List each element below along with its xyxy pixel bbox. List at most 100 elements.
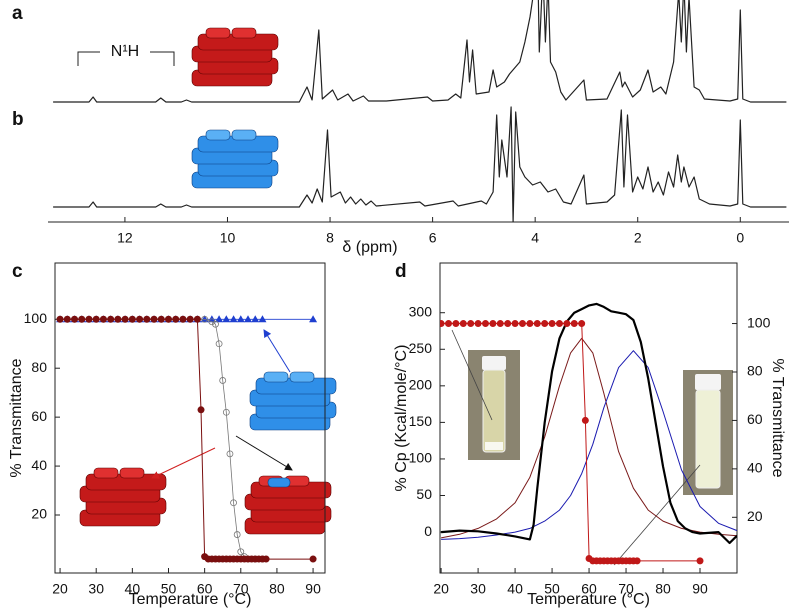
arrow (263, 329, 291, 373)
marker (258, 315, 267, 323)
marker (467, 320, 475, 328)
pointer (451, 329, 493, 421)
marker (452, 320, 460, 328)
y2-axis-title: % Transmittance (769, 358, 786, 477)
y-tick-label: 50 (416, 486, 432, 502)
marker (309, 555, 317, 563)
y-tick-label: 80 (31, 359, 47, 375)
series-line (53, 0, 787, 103)
marker (518, 320, 526, 328)
blue-tile (267, 477, 291, 488)
marker (236, 315, 245, 323)
marker (563, 320, 571, 328)
y-tick-label: 20 (31, 506, 47, 522)
marker (215, 315, 224, 323)
x-tick-label: 0 (736, 230, 744, 246)
marker (56, 315, 64, 323)
marker (511, 320, 519, 328)
y-tick-label: 0 (424, 523, 432, 539)
marker (197, 406, 205, 414)
marker (200, 315, 209, 323)
marker (164, 315, 172, 323)
x-tick-label: 4 (531, 230, 539, 246)
x-axis-title: Temperature (°C) (527, 591, 650, 608)
plot-area (53, 106, 787, 222)
y-tick-label: 300 (409, 303, 433, 319)
marker (143, 315, 151, 323)
marker (136, 315, 144, 323)
marker (201, 315, 209, 323)
x-tick-label: 20 (52, 581, 68, 597)
marker (459, 320, 467, 328)
marker (309, 315, 318, 323)
marker (150, 315, 158, 323)
panel-label: b (12, 109, 24, 130)
marker (63, 315, 71, 323)
marker (541, 320, 549, 328)
x-axis-title: δ (ppm) (342, 239, 397, 256)
x-tick-label: 50 (161, 581, 177, 597)
x-tick-label: 12 (117, 230, 133, 246)
marker (481, 320, 489, 328)
panel-label: c (12, 261, 23, 282)
arrow (235, 435, 293, 471)
marker (226, 450, 234, 458)
marker (262, 555, 270, 563)
marker (121, 315, 129, 323)
y2-tick-label: 40 (747, 460, 763, 476)
y-tick-label: 100 (24, 310, 48, 326)
marker (251, 315, 260, 323)
y-tick-label: 150 (409, 413, 433, 429)
marker (440, 320, 445, 328)
vial-clear (468, 350, 520, 460)
marker (85, 315, 93, 323)
x-tick-label: 40 (507, 581, 523, 597)
arrow (151, 447, 216, 479)
y-axis-title: % Transmittance (8, 358, 25, 477)
marker (233, 531, 241, 538)
marker (71, 315, 79, 323)
marker (172, 315, 180, 323)
x-tick-label: 2 (634, 230, 642, 246)
marker (219, 377, 227, 384)
y2-tick-label: 60 (747, 411, 763, 427)
x-tick-label: 30 (470, 581, 486, 597)
marker (548, 320, 556, 328)
y-tick-label: 100 (409, 450, 433, 466)
plot-area (53, 0, 787, 103)
x-tick-label: 80 (269, 581, 285, 597)
x-tick-label: 6 (429, 230, 437, 246)
marker (504, 320, 512, 328)
marker (78, 315, 86, 323)
y-axis-title: % Cp (Kcal/mole/°C) (393, 345, 410, 492)
series-line (441, 302, 737, 545)
series-line (441, 337, 737, 539)
y2-tick-label: 100 (747, 314, 771, 330)
marker (237, 548, 245, 556)
panel-label: d (395, 261, 407, 282)
x-tick-label: 90 (692, 581, 708, 597)
pointer (613, 464, 701, 566)
marker (222, 408, 230, 416)
x-tick-label: 70 (618, 581, 634, 597)
blue-stack (249, 371, 337, 431)
marker (107, 315, 115, 323)
marker (193, 315, 201, 323)
marker (92, 315, 100, 323)
marker (212, 320, 219, 328)
x-tick-label: 40 (125, 581, 141, 597)
marker (186, 315, 194, 323)
annotation: N¹H (111, 43, 139, 60)
red-stack (79, 467, 167, 527)
y2-tick-label: 80 (747, 363, 763, 379)
marker (179, 315, 187, 323)
x-tick-label: 10 (220, 230, 236, 246)
plot-frame (439, 262, 738, 574)
marker (445, 320, 453, 328)
x-axis-title: Temperature (°C) (129, 591, 252, 608)
marker (633, 557, 641, 565)
marker (489, 320, 497, 328)
marker (208, 318, 216, 326)
marker (244, 315, 253, 323)
